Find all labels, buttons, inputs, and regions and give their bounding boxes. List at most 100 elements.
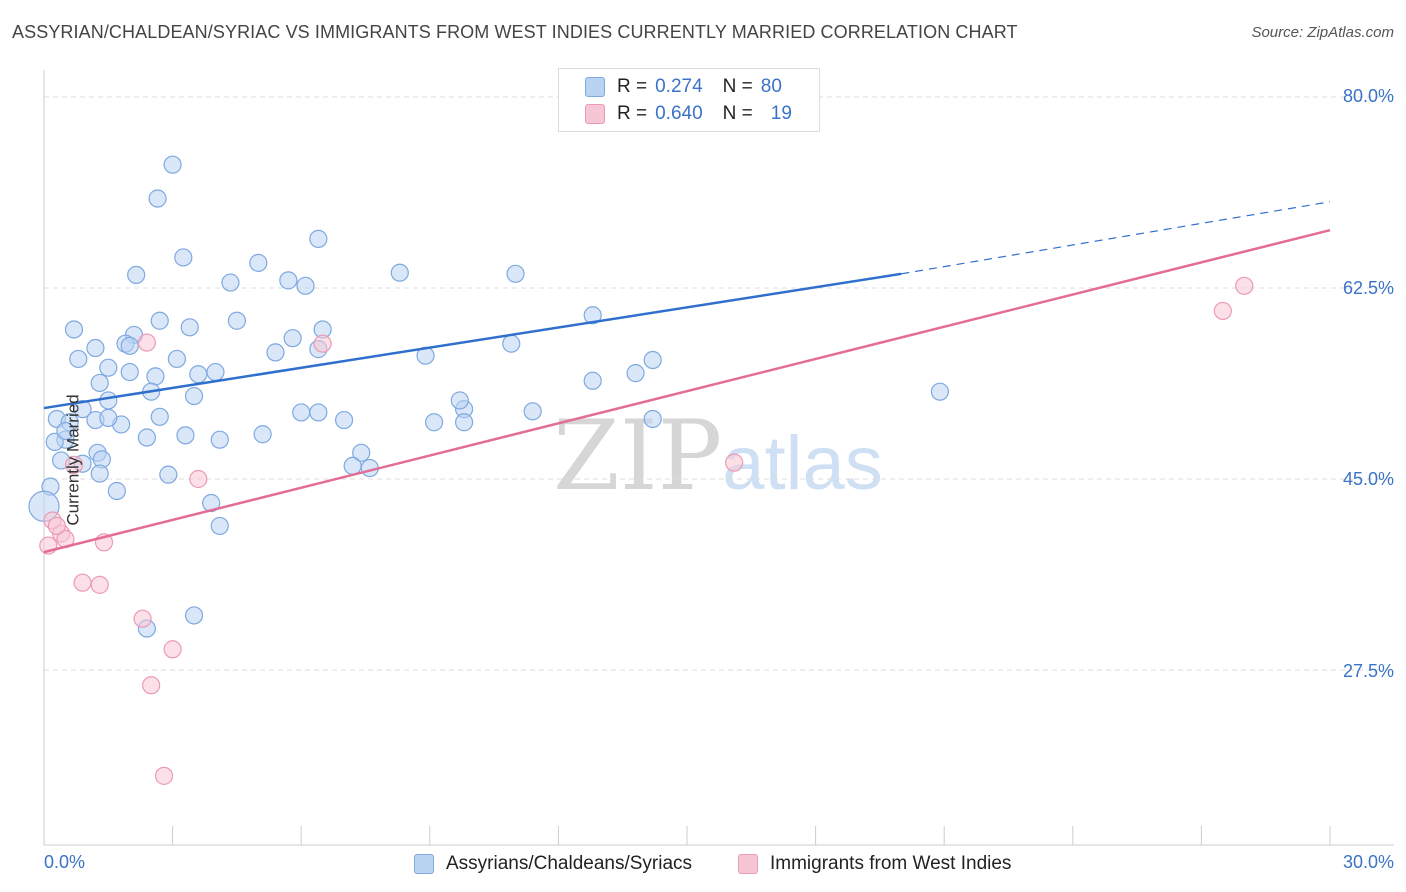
blue-point <box>64 320 84 339</box>
blue-point <box>221 273 240 292</box>
blue-point <box>643 409 662 429</box>
pink-point <box>47 516 66 536</box>
blue-trend-line <box>43 272 902 410</box>
blue-point <box>266 343 285 362</box>
y-tick-27-5: 27.5% <box>1342 661 1394 681</box>
pink-point <box>73 573 92 592</box>
blue-point <box>506 264 525 283</box>
pink-point <box>90 575 109 594</box>
blue-point <box>150 311 169 330</box>
pink-point <box>189 469 208 489</box>
bottom-legend-swatch-pink <box>738 854 758 874</box>
blue-point <box>146 367 165 386</box>
blue-point <box>69 349 88 369</box>
blue-point <box>159 465 178 484</box>
blue-point <box>523 402 542 421</box>
pink-point <box>154 766 174 785</box>
bottom-legend-swatch-blue <box>414 854 434 874</box>
legend-r-label: R = <box>617 76 648 97</box>
legend-swatch-blue <box>585 77 605 97</box>
watermark: ZIPatlas <box>553 400 883 512</box>
blue-point <box>184 386 204 406</box>
legend-row-blue: R = 0.274 N = 80 <box>585 74 782 100</box>
y-tick-45: 45.0% <box>1342 469 1394 489</box>
blue-point <box>120 336 139 355</box>
blue-point <box>127 265 146 285</box>
blue-point <box>150 407 169 426</box>
blue-point <box>296 276 315 295</box>
blue-point <box>73 400 92 419</box>
x-tick-0: 0.0% <box>44 852 86 872</box>
pink-trend-line <box>43 228 1331 554</box>
blue-point <box>309 403 328 422</box>
legend-r-value: 0.274 <box>655 76 703 97</box>
blue-point <box>334 410 354 430</box>
pink-point <box>137 333 156 352</box>
pink-point <box>163 640 182 659</box>
blue-point <box>163 155 182 174</box>
blue-point <box>206 362 225 382</box>
blue-point <box>99 391 118 410</box>
pink-point <box>313 334 332 353</box>
pink-point <box>725 453 744 472</box>
blue-point <box>292 403 311 422</box>
blue-point <box>343 456 362 476</box>
bottom-legend-series-a: Assyrians/Chaldeans/Syriacs <box>414 852 692 876</box>
blue-point <box>148 189 167 208</box>
bottom-legend-label-a: Assyrians/Chaldeans/Syriacs <box>446 853 693 874</box>
source-credit: Source: ZipAtlas.com <box>1251 24 1394 41</box>
blue-trend-extension <box>901 201 1331 275</box>
y-axis-label: Currently Married <box>63 394 83 526</box>
pink-point <box>64 455 84 474</box>
blue-point <box>210 430 229 449</box>
blue-point <box>86 338 105 358</box>
bottom-legend-series-b: Immigrants from West Indies <box>738 852 1011 876</box>
chart-title: ASSYRIAN/CHALDEAN/SYRIAC VS IMMIGRANTS F… <box>12 22 1018 42</box>
legend-row-pink: R = 0.640 N = 19 <box>585 101 792 127</box>
blue-point <box>283 329 302 348</box>
blue-point <box>189 365 208 384</box>
blue-point <box>390 263 409 282</box>
blue-point <box>45 432 64 451</box>
y-tick-80: 80.0% <box>1342 86 1394 106</box>
blue-point <box>424 413 444 432</box>
blue-point <box>176 426 195 445</box>
blue-point <box>253 425 272 444</box>
y-tick-62-5: 62.5% <box>1342 278 1394 298</box>
blue-point <box>107 481 126 501</box>
blue-point <box>210 516 229 536</box>
legend-n-value: 19 <box>770 103 792 124</box>
blue-point <box>174 248 193 267</box>
blue-point <box>90 464 109 483</box>
stats-legend: R = 0.274 N = 80 R = 0.640 N = 19 <box>558 68 820 132</box>
legend-swatch-pink <box>585 104 605 124</box>
legend-n-label: N = <box>722 76 753 97</box>
blue-point <box>99 408 118 427</box>
legend-n-label: N = <box>722 103 753 124</box>
x-tick-30: 30.0% <box>1342 852 1394 872</box>
blue-point <box>167 349 186 369</box>
pink-point <box>1213 301 1232 321</box>
blue-point <box>309 229 328 248</box>
blue-point <box>352 443 371 462</box>
blue-point <box>930 382 950 401</box>
bottom-legend-label-b: Immigrants from West Indies <box>770 853 1012 874</box>
blue-point <box>454 413 474 432</box>
blue-point <box>583 371 602 390</box>
legend-r-value: 0.640 <box>655 103 703 124</box>
blue-point <box>120 362 139 382</box>
blue-point <box>90 373 109 393</box>
blue-point <box>502 334 521 353</box>
legend-n-value: 80 <box>760 76 782 97</box>
blue-point <box>137 428 156 447</box>
blue-point <box>249 253 268 272</box>
blue-point <box>227 311 246 330</box>
pink-point <box>133 609 152 628</box>
blue-point <box>626 364 645 383</box>
blue-point <box>99 358 118 377</box>
pink-point <box>142 676 161 695</box>
watermark-atlas: atlas <box>722 421 883 506</box>
blue-point <box>583 306 602 325</box>
pink-point <box>1235 276 1254 295</box>
